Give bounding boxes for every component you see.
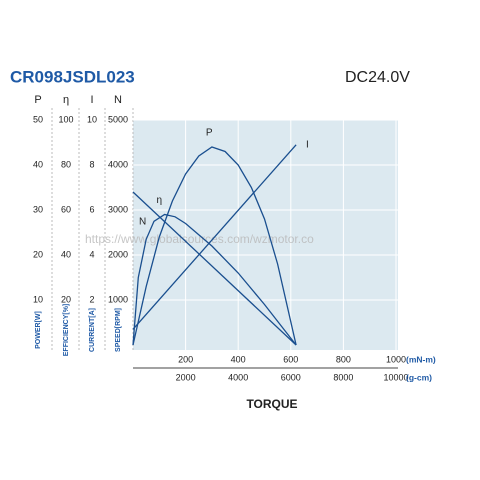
curve-label: N [139,217,146,228]
x2-tick-label: 4000 [228,372,248,382]
plot-area [133,120,398,350]
curve [132,213,297,346]
chart-title: CR098JSDL023 [10,67,135,86]
y-tick-label: 8 [89,159,94,169]
axis-header: η [63,94,69,106]
y-tick-label: 4 [89,249,94,259]
x-tick-label: 1000 [386,354,406,364]
y-tick-label: 6 [89,204,94,214]
y-tick-label: 40 [33,159,43,169]
watermark: https://www.globalsources.com/wzmotor.co [85,232,314,246]
y-tick-label: 80 [61,159,71,169]
axis-header: N [114,94,122,106]
x2-tick-label: 10000 [383,372,408,382]
y-tick-label: 10 [87,114,97,124]
x2-tick-label: 2000 [176,372,196,382]
axis-name: CURRENT[A] [89,308,96,352]
y-tick-label: 1000 [108,294,128,304]
axis-name: EFFICIENCY[%] [63,304,70,357]
x-axis-label: TORQUE [246,397,297,411]
y-tick-label: 10 [33,294,43,304]
y-tick-label: 2 [89,294,94,304]
x-tick-label: 400 [231,354,246,364]
y-tick-label: 60 [61,204,71,214]
curve-label: η [157,195,163,206]
y-tick-label: 3000 [108,204,128,214]
curve [132,146,297,346]
x2-tick-label: 6000 [281,372,301,382]
y-tick-label: 40 [61,249,71,259]
y-tick-label: 100 [58,114,73,124]
axis-header: P [34,94,41,106]
curve-label: I [306,139,309,150]
curve-label: P [206,128,213,139]
y-tick-label: 20 [61,294,71,304]
x-tick-label: 800 [336,354,351,364]
x2-unit: (g-cm) [406,372,432,382]
x-unit: (mN-m) [406,354,436,364]
y-tick-label: 2000 [108,249,128,259]
y-tick-label: 20 [33,249,43,259]
x-tick-label: 600 [283,354,298,364]
y-tick-label: 30 [33,204,43,214]
y-tick-label: 4000 [108,159,128,169]
x2-tick-label: 8000 [333,372,353,382]
x-tick-label: 200 [178,354,193,364]
axis-name: SPEED[RPM] [115,308,122,352]
axis-header: I [90,94,93,106]
y-tick-label: 5000 [108,114,128,124]
axis-name: POWER[W] [35,311,42,349]
curve [132,144,297,330]
y-tick-label: 50 [33,114,43,124]
chart-subtitle: DC24.0V [345,69,410,86]
